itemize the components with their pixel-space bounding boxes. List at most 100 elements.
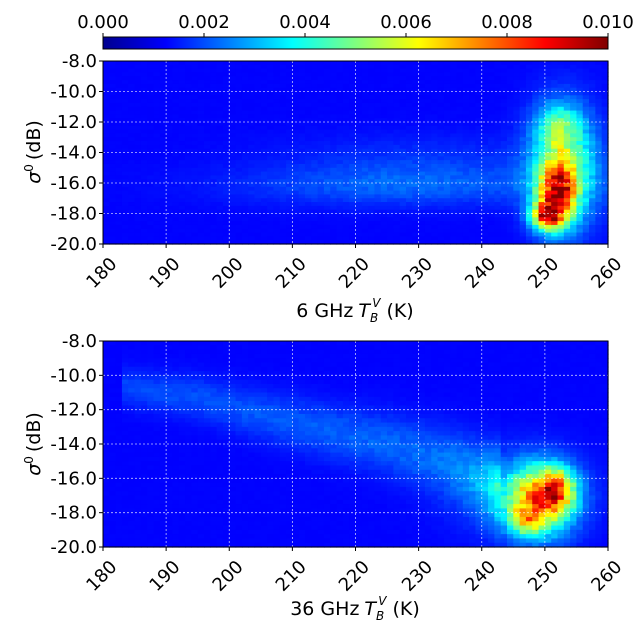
heatmap-cell (513, 228, 521, 234)
heatmap-cell (443, 190, 451, 196)
heatmap-cell (134, 396, 142, 402)
heatmap-cell (462, 102, 470, 108)
heatmap-cell (229, 521, 237, 527)
heatmap-cell (115, 349, 123, 355)
heatmap-cell (134, 202, 142, 207)
heatmap-cell (500, 213, 508, 218)
heatmap-cell (311, 83, 319, 89)
heatmap-cell (121, 439, 129, 445)
heatmap-cell (456, 160, 464, 165)
heatmap-cell (538, 106, 546, 112)
heatmap-cell (210, 431, 218, 437)
heatmap-cell (368, 160, 376, 165)
heatmap-cell (305, 205, 312, 211)
heatmap-cell (134, 482, 142, 488)
heatmap-cell (450, 163, 458, 169)
heatmap-cell (551, 72, 559, 77)
heatmap-cell (292, 171, 300, 176)
heatmap-cell (121, 179, 129, 184)
heatmap-cell (525, 163, 533, 169)
heatmap-cell (185, 122, 192, 127)
heatmap-cell (393, 137, 401, 142)
heatmap-cell (159, 125, 167, 131)
heatmap-cell (488, 163, 495, 169)
heatmap-cell (488, 171, 495, 176)
heatmap-cell (216, 133, 224, 138)
heatmap-cell (235, 341, 243, 346)
heatmap-cell (128, 152, 136, 157)
heatmap-cell (153, 345, 161, 351)
heatmap-cell (134, 110, 142, 115)
heatmap-cell (513, 183, 521, 188)
heatmap-cell (115, 516, 123, 522)
heatmap-cell (469, 224, 477, 230)
heatmap-cell (406, 102, 413, 108)
heatmap-cell (159, 186, 167, 192)
heatmap-cell (115, 452, 123, 458)
heatmap-cell (311, 171, 319, 176)
heatmap-cell (197, 221, 205, 226)
heatmap-cell (229, 83, 237, 89)
heatmap-cell (292, 125, 300, 131)
heatmap-cell (323, 99, 331, 104)
heatmap-cell (103, 499, 110, 505)
heatmap-cell (570, 87, 578, 93)
heatmap-cell (229, 379, 237, 385)
heatmap-cell (279, 163, 287, 169)
heatmap-cell (582, 91, 590, 96)
heatmap-cell (235, 409, 243, 415)
heatmap-cell (222, 345, 230, 351)
heatmap-cell (134, 213, 142, 218)
heatmap-cell (292, 163, 300, 169)
heatmap-cell (197, 516, 205, 522)
heatmap-cell (241, 456, 249, 462)
heatmap-cell (121, 205, 129, 211)
heatmap-cell (355, 163, 363, 169)
heatmap-cell (216, 110, 224, 115)
heatmap-cell (191, 486, 199, 492)
heatmap-cell (557, 190, 565, 196)
heatmap-cell (166, 110, 174, 115)
heatmap-cell (134, 217, 142, 222)
heatmap-cell (305, 114, 312, 119)
heatmap-cell (387, 129, 394, 135)
heatmap-cell (134, 375, 142, 381)
heatmap-cell (197, 504, 205, 509)
heatmap-cell (134, 148, 142, 154)
heatmap-cell (532, 129, 540, 135)
heatmap-cell (260, 68, 268, 74)
heatmap-cell (109, 486, 117, 492)
heatmap-cell (330, 171, 338, 176)
heatmap-cell (469, 91, 477, 96)
heatmap-cell (582, 205, 590, 211)
heatmap-cell (128, 72, 136, 77)
heatmap-cell (210, 183, 218, 188)
heatmap-cell (551, 156, 559, 161)
heatmap-cell (159, 456, 167, 462)
heatmap-cell (311, 137, 319, 142)
heatmap-cell (241, 102, 249, 108)
heatmap-cell (286, 213, 293, 218)
heatmap-cell (166, 401, 174, 406)
heatmap-cell (305, 99, 312, 104)
heatmap-cell (172, 179, 180, 184)
heatmap-cell (235, 508, 243, 514)
heatmap-cell (172, 366, 180, 372)
heatmap-cell (387, 144, 394, 150)
heatmap-cell (103, 435, 110, 441)
heatmap-cell (210, 495, 218, 501)
heatmap-cell (349, 80, 357, 85)
heatmap-cell (342, 213, 350, 218)
heatmap-cell (488, 133, 495, 138)
heatmap-cell (273, 209, 281, 215)
heatmap-cell (210, 129, 218, 135)
heatmap-cell (267, 209, 275, 215)
heatmap-cell (197, 137, 205, 142)
heatmap-cell (507, 156, 514, 161)
heatmap-cell (412, 228, 420, 234)
heatmap-cell (166, 64, 174, 70)
heatmap-cell (204, 474, 211, 479)
heatmap-cell (570, 236, 578, 241)
heatmap-cell (557, 240, 565, 245)
heatmap-cell (185, 478, 192, 484)
